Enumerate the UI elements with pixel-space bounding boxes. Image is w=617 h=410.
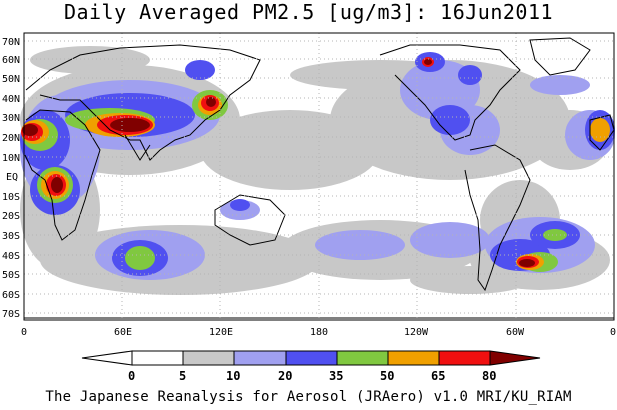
- lon-label: 120E: [209, 327, 233, 338]
- lat-label: 60N: [2, 55, 20, 66]
- lat-label: 30N: [2, 113, 20, 124]
- concentration-field: [20, 46, 615, 295]
- lat-label: 40N: [2, 94, 20, 105]
- lat-label: 20S: [2, 211, 20, 222]
- colorbar: 0 5 10 20 35 50 65 80: [81, 350, 541, 383]
- lon-label: 180: [310, 327, 328, 338]
- map-title: Daily Averaged PM2.5 [ug/m3]: 16Jun2011: [63, 0, 554, 24]
- colorbar-tick-label: 10: [226, 369, 240, 383]
- lat-label: 40S: [2, 251, 20, 262]
- lat-label: 60S: [2, 290, 20, 301]
- lon-label: 0: [21, 327, 27, 338]
- colorbar-segment: [336, 350, 389, 366]
- lon-label: 60E: [114, 327, 132, 338]
- colorbar-min-arrow: [81, 350, 133, 366]
- longitude-labels: 0 60E 120E 180 120W 60W 0: [21, 327, 616, 338]
- colorbar-tick-label: 0: [128, 369, 135, 383]
- lat-label: 50N: [2, 74, 20, 85]
- colorbar-max-arrow: [489, 350, 541, 366]
- colorbar-tick-label: 35: [329, 369, 343, 383]
- colorbar-segment: [438, 350, 491, 366]
- lat-label: EQ: [6, 172, 18, 183]
- colorbar-tick-label: 20: [278, 369, 292, 383]
- lon-label: 0: [610, 327, 616, 338]
- lat-label: 10S: [2, 192, 20, 203]
- latitude-labels: 70N 60N 50N 40N 30N 20N 10N EQ 10S 20S 3…: [2, 37, 20, 320]
- colorbar-segment: [387, 350, 440, 366]
- lon-label: 60W: [506, 327, 525, 338]
- colorbar-segment: [182, 350, 235, 366]
- lat-label: 20N: [2, 133, 20, 144]
- lat-label: 70S: [2, 309, 20, 320]
- lat-label: 10N: [2, 153, 20, 164]
- colorbar-tick-label: 65: [431, 369, 445, 383]
- colorbar-tick-label: 50: [380, 369, 394, 383]
- lat-label: 30S: [2, 231, 20, 242]
- colorbar-tick-label: 80: [482, 369, 496, 383]
- colorbar-segment: [285, 350, 338, 366]
- colorbar-tick-label: 5: [179, 369, 186, 383]
- colorbar-segment: [131, 350, 184, 366]
- lat-label: 50S: [2, 270, 20, 281]
- lat-label: 70N: [2, 37, 20, 48]
- map-credit: The Japanese Reanalysis for Aerosol (JRA…: [45, 389, 572, 405]
- colorbar-segment: [233, 350, 287, 366]
- lon-label: 120W: [404, 327, 429, 338]
- map-area: [20, 32, 615, 321]
